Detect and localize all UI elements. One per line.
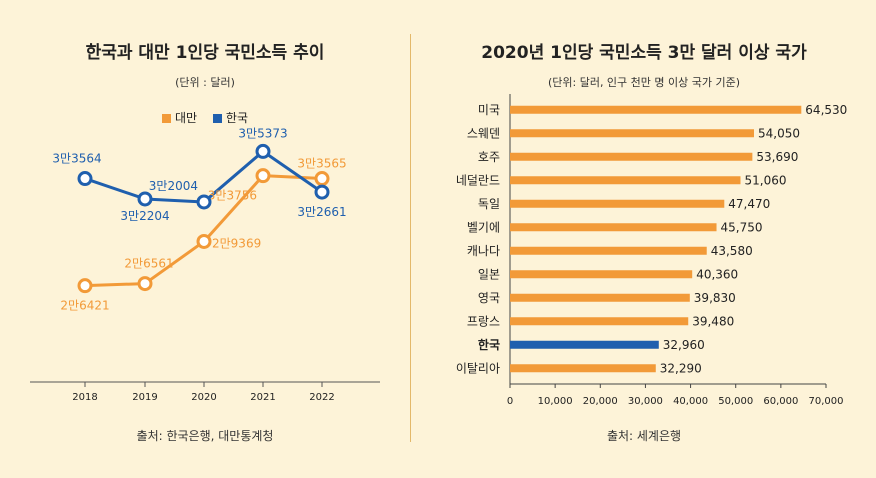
data-label: 3만3564 bbox=[52, 152, 101, 166]
data-point bbox=[196, 233, 212, 249]
x-tick-label: 2018 bbox=[72, 392, 97, 403]
legend-item-korea: 한국 bbox=[212, 109, 248, 126]
data-point bbox=[77, 171, 93, 187]
bar-chart-title: 2020년 1인당 국민소득 3만 달러 이상 국가 bbox=[481, 43, 807, 63]
value-label: 32,960 bbox=[663, 338, 705, 352]
bar bbox=[510, 293, 690, 302]
data-point bbox=[137, 276, 153, 292]
category-label: 한국 bbox=[478, 337, 500, 352]
data-point bbox=[77, 278, 93, 294]
data-label: 3만2204 bbox=[120, 209, 169, 223]
x-tick-label: 2021 bbox=[250, 392, 275, 403]
bar bbox=[510, 152, 753, 161]
data-label: 3만3565 bbox=[297, 157, 346, 171]
x-tick-label: 70,000 bbox=[809, 396, 844, 407]
data-label: 2만9369 bbox=[212, 236, 261, 250]
line-chart-source: 출처: 한국은행, 대만통계청 bbox=[136, 429, 274, 443]
bar-chart-unit: (단위: 달러, 인구 천만 명 이상 국가 기준) bbox=[547, 76, 741, 89]
bar bbox=[510, 317, 689, 326]
value-label: 47,470 bbox=[728, 197, 770, 211]
x-tick-label: 30,000 bbox=[628, 396, 663, 407]
line-chart-legend: 대만 한국 bbox=[0, 109, 410, 126]
x-tick-label: 40,000 bbox=[673, 396, 708, 407]
panel-divider bbox=[410, 34, 411, 442]
legend-label-taiwan: 대만 bbox=[174, 111, 198, 125]
x-tick-label: 0 bbox=[507, 396, 513, 407]
data-point bbox=[255, 143, 271, 159]
bar bbox=[510, 246, 707, 255]
line-chart-svg: 2018 2019 2020 2021 2022 2만6421 2만6561 2만9369 3만… bbox=[30, 126, 380, 403]
value-label: 32,290 bbox=[660, 361, 702, 375]
line-chart-unit: (단위 : 달러) bbox=[175, 76, 235, 89]
x-tick-label: 20,000 bbox=[583, 396, 618, 407]
bar bbox=[510, 223, 717, 232]
bar bbox=[510, 364, 656, 373]
data-label: 3만3756 bbox=[208, 189, 257, 203]
category-label: 프랑스 bbox=[467, 314, 500, 328]
bar-chart-svg: 0 10,000 20,000 30,000 40,000 50,000 60,000 70,… bbox=[456, 94, 847, 407]
data-label: 3만2004 bbox=[149, 179, 198, 193]
category-label: 영국 bbox=[478, 291, 500, 305]
data-label: 3만2661 bbox=[297, 205, 346, 219]
line-chart-panel: 한국과 대만 1인당 국민소득 추이 (단위 : 달러) 대만 한국 2018 2… bbox=[0, 0, 410, 478]
legend-item-taiwan: 대만 bbox=[161, 109, 198, 126]
bar bbox=[510, 340, 659, 349]
x-tick-label: 10,000 bbox=[538, 396, 573, 407]
category-label: 네덜란드 bbox=[456, 173, 500, 187]
category-label: 독일 bbox=[478, 197, 500, 211]
data-point bbox=[314, 184, 330, 200]
data-label: 2만6561 bbox=[124, 257, 173, 271]
value-label: 43,580 bbox=[711, 244, 753, 258]
bar bbox=[510, 105, 802, 114]
data-label: 3만5373 bbox=[238, 126, 287, 140]
data-label: 2만6421 bbox=[60, 299, 109, 313]
bar bbox=[510, 176, 741, 185]
category-label: 캐나다 bbox=[467, 244, 500, 258]
x-tick-label: 2019 bbox=[132, 392, 157, 403]
data-point bbox=[314, 171, 330, 187]
category-label: 호주 bbox=[478, 150, 500, 164]
x-tick-label: 50,000 bbox=[718, 396, 753, 407]
value-label: 39,830 bbox=[694, 291, 736, 305]
legend-swatch-korea bbox=[212, 114, 222, 123]
bar-chart-panel: 2020년 1인당 국민소득 3만 달러 이상 국가 (단위: 달러, 인구 천… bbox=[412, 0, 876, 478]
bar-chart-source: 출처: 세계은행 bbox=[606, 429, 682, 443]
x-tick-label: 2022 bbox=[309, 392, 334, 403]
category-label: 스웨덴 bbox=[467, 126, 500, 140]
value-label: 64,530 bbox=[805, 103, 847, 117]
value-label: 54,050 bbox=[758, 126, 800, 140]
value-label: 39,480 bbox=[692, 314, 734, 328]
data-point bbox=[137, 191, 153, 207]
legend-label-korea: 한국 bbox=[225, 111, 248, 125]
legend-swatch-taiwan bbox=[161, 114, 171, 123]
data-point bbox=[255, 168, 271, 184]
value-label: 45,750 bbox=[721, 220, 763, 234]
data-point bbox=[196, 194, 212, 210]
category-label: 일본 bbox=[478, 267, 500, 281]
bar bbox=[510, 270, 693, 279]
value-label: 51,060 bbox=[744, 173, 786, 187]
bar bbox=[510, 129, 754, 138]
line-chart-title: 한국과 대만 1인당 국민소득 추이 bbox=[85, 43, 325, 63]
x-tick-label: 60,000 bbox=[763, 396, 798, 407]
category-label: 미국 bbox=[478, 103, 500, 117]
category-label: 이탈리아 bbox=[456, 361, 500, 375]
bar bbox=[510, 199, 725, 208]
value-label: 40,360 bbox=[696, 267, 738, 281]
category-label: 벨기에 bbox=[467, 220, 500, 234]
value-label: 53,690 bbox=[756, 150, 798, 164]
x-tick-label: 2020 bbox=[191, 392, 216, 403]
